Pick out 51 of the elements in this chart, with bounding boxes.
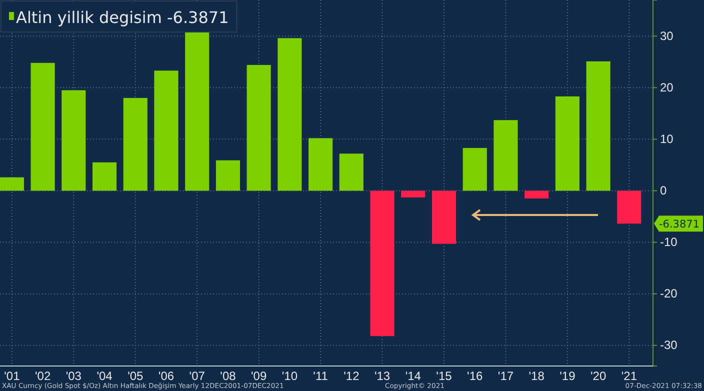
y-tick-label: 0 xyxy=(660,184,667,198)
bar xyxy=(246,64,271,191)
y-tick-label: 20 xyxy=(660,80,674,94)
x-tick-label: '16 xyxy=(467,368,484,383)
bar xyxy=(216,160,240,191)
bar xyxy=(154,70,178,191)
y-tick-label: -10 xyxy=(660,235,678,250)
x-tick-label: '05 xyxy=(128,368,144,383)
bar xyxy=(123,98,148,191)
bar xyxy=(432,190,456,244)
bar xyxy=(555,96,580,191)
bar xyxy=(308,138,333,191)
bar xyxy=(370,190,394,336)
bar xyxy=(62,90,86,191)
bar xyxy=(30,62,55,191)
x-tick-label: '02 xyxy=(34,368,51,383)
bar xyxy=(462,148,487,191)
x-tick-label: '14 xyxy=(405,368,422,383)
x-tick-label: '17 xyxy=(498,368,514,383)
bar xyxy=(586,61,610,191)
bar xyxy=(524,190,549,198)
bar xyxy=(0,177,24,191)
x-tick-label: '13 xyxy=(374,368,390,383)
bar xyxy=(339,154,364,191)
text: -6.3871 xyxy=(659,218,700,230)
x-tick-label: '08 xyxy=(220,368,236,383)
x-tick-label: '07 xyxy=(189,368,206,383)
x-tick-label: '06 xyxy=(158,368,174,383)
bar xyxy=(92,162,117,191)
bar xyxy=(401,190,426,198)
y-tick-label: -30 xyxy=(660,338,678,352)
x-tick-label: '09 xyxy=(251,368,267,383)
y-tick-label: -20 xyxy=(660,286,678,301)
x-tick-label: '04 xyxy=(96,368,113,383)
x-tick-label: '10 xyxy=(282,368,298,383)
legend-label: Altin yillik degisim -6.3871 xyxy=(16,8,229,27)
x-tick-label: '19 xyxy=(560,368,576,383)
x-tick-label: '20 xyxy=(590,368,606,383)
x-tick-label: '12 xyxy=(344,368,360,383)
y-tick-label: 10 xyxy=(660,132,674,146)
y-tick-label: 30 xyxy=(660,28,674,43)
x-tick-label: '01 xyxy=(4,368,20,383)
x-tick-label: '15 xyxy=(436,368,452,383)
x-tick-label: '18 xyxy=(528,368,545,383)
bar xyxy=(185,31,210,191)
bar xyxy=(617,190,642,224)
x-tick-label: '11 xyxy=(313,368,328,383)
x-tick-label: '21 xyxy=(621,368,638,383)
bar xyxy=(278,38,302,191)
bar xyxy=(494,120,518,191)
x-tick-label: '03 xyxy=(66,368,82,383)
